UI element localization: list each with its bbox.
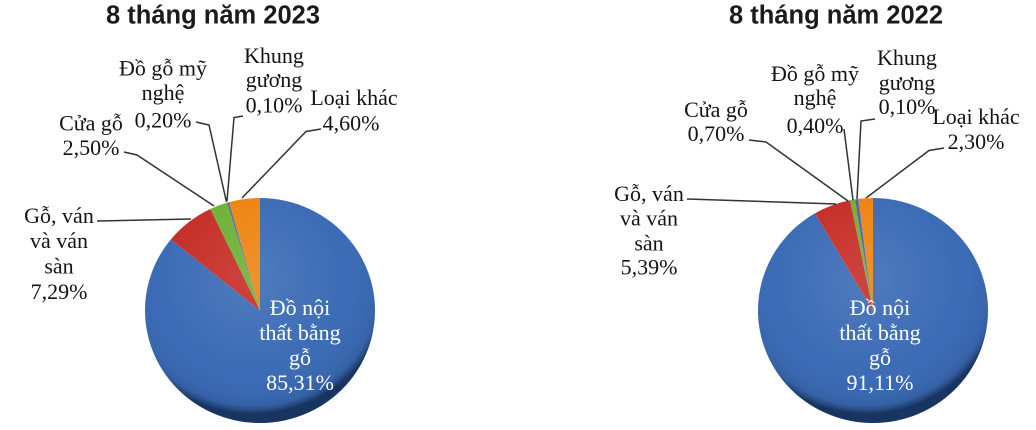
svg-text:7,29%: 7,29% — [31, 279, 88, 304]
svg-text:8 tháng năm 2022: 8 tháng năm 2022 — [729, 2, 943, 30]
svg-text:0,70%: 0,70% — [688, 121, 745, 146]
svg-text:gương: gương — [246, 67, 303, 92]
svg-text:Gỗ, ván: Gỗ, ván — [614, 181, 684, 206]
svg-text:Đồ nội: Đồ nội — [270, 295, 331, 320]
svg-text:2,30%: 2,30% — [948, 129, 1005, 154]
svg-text:Khung: Khung — [244, 43, 304, 68]
svg-text:5,39%: 5,39% — [621, 255, 678, 280]
svg-text:8 tháng năm 2023: 8 tháng năm 2023 — [106, 2, 320, 30]
svg-text:sàn: sàn — [634, 231, 663, 256]
svg-text:Đồ gỗ mỹ: Đồ gỗ mỹ — [119, 56, 207, 81]
svg-text:và ván: và ván — [620, 206, 678, 231]
svg-text:0,10%: 0,10% — [246, 93, 303, 118]
svg-text:gương: gương — [879, 70, 936, 95]
svg-text:91,11%: 91,11% — [846, 370, 913, 395]
svg-text:0,20%: 0,20% — [135, 108, 192, 133]
svg-text:sàn: sàn — [44, 254, 73, 279]
svg-text:thất bằng: thất bằng — [259, 320, 340, 345]
svg-text:gỗ: gỗ — [289, 345, 311, 370]
svg-text:nghệ: nghệ — [794, 85, 837, 110]
svg-text:Gỗ, ván: Gỗ, ván — [24, 203, 94, 228]
svg-text:nghệ: nghệ — [142, 80, 185, 105]
svg-text:0,10%: 0,10% — [879, 94, 936, 119]
svg-text:85,31%: 85,31% — [266, 370, 334, 395]
svg-text:Đồ gỗ mỹ: Đồ gỗ mỹ — [771, 61, 859, 86]
svg-text:Loại khác: Loại khác — [310, 85, 398, 110]
svg-text:4,60%: 4,60% — [323, 111, 380, 136]
svg-text:thất bằng: thất bằng — [839, 320, 920, 345]
svg-text:Khung: Khung — [877, 45, 937, 70]
svg-text:Cửa gỗ: Cửa gỗ — [59, 111, 123, 136]
svg-text:và ván: và ván — [30, 228, 88, 253]
svg-text:0,40%: 0,40% — [787, 113, 844, 138]
svg-text:Loại khác: Loại khác — [932, 104, 1020, 129]
svg-text:Đồ nội: Đồ nội — [850, 295, 911, 320]
svg-text:2,50%: 2,50% — [63, 135, 120, 160]
svg-text:Cửa gỗ: Cửa gỗ — [684, 97, 748, 122]
svg-text:gỗ: gỗ — [869, 345, 891, 370]
